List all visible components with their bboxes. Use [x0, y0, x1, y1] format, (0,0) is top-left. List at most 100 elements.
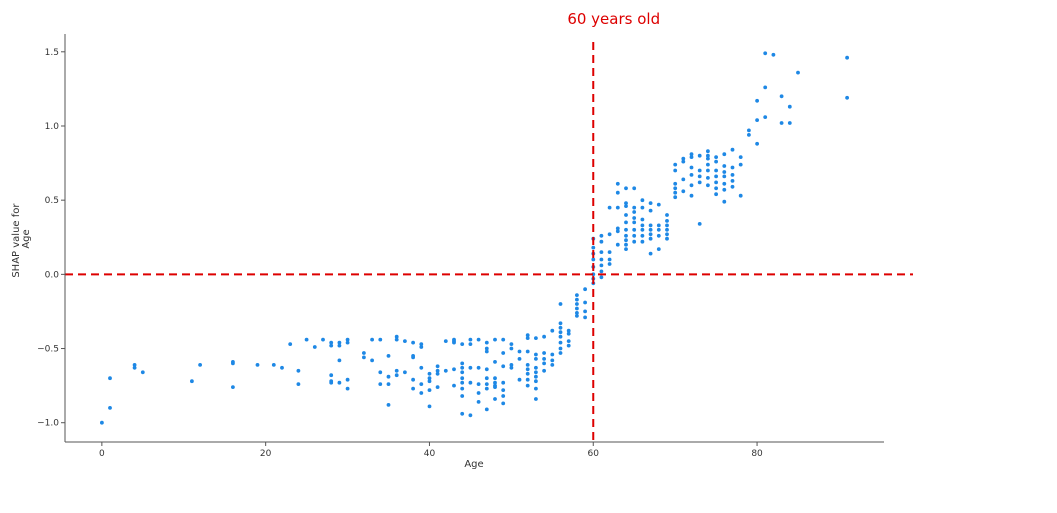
data-point [558, 351, 563, 355]
data-point [501, 380, 506, 385]
data-point [427, 404, 432, 409]
data-point [640, 223, 645, 228]
data-point [607, 232, 612, 237]
data-point [640, 205, 645, 210]
data-point [575, 293, 579, 297]
data-point [632, 220, 637, 225]
data-point [427, 376, 432, 381]
data-point [394, 334, 399, 339]
data-point [435, 364, 440, 369]
data-point [337, 343, 342, 348]
data-point [484, 386, 489, 391]
data-point [632, 227, 637, 232]
data-point [525, 336, 530, 340]
data-point [108, 406, 112, 410]
data-point [501, 388, 506, 392]
data-point [648, 201, 653, 206]
data-point [787, 104, 792, 109]
data-point [648, 251, 653, 256]
data-point [411, 340, 415, 345]
data-point [509, 342, 514, 346]
data-point [640, 217, 645, 222]
data-point [542, 368, 546, 373]
data-point [665, 227, 669, 232]
data-point [525, 371, 530, 376]
data-point [337, 358, 342, 363]
reference-lines [65, 42, 913, 442]
data-point [517, 357, 522, 361]
data-point [386, 354, 391, 358]
data-point [190, 379, 194, 384]
data-point [722, 170, 727, 174]
data-point [640, 239, 645, 244]
data-point [411, 386, 415, 391]
data-point [656, 202, 661, 207]
data-point [493, 385, 497, 389]
data-point [501, 364, 506, 369]
data-point [337, 340, 342, 345]
data-point [394, 373, 399, 378]
data-point [558, 334, 563, 339]
data-point [599, 263, 604, 268]
data-point [624, 220, 628, 225]
data-point [575, 314, 579, 318]
x-tick-label: 20 [260, 449, 272, 459]
data-point [681, 159, 686, 164]
data-point [435, 371, 440, 376]
data-point [624, 227, 628, 232]
data-point [689, 173, 694, 177]
data-point [468, 342, 473, 346]
data-point [697, 180, 702, 185]
data-point [345, 377, 350, 382]
data-point [427, 379, 432, 384]
data-point [697, 168, 702, 173]
data-point [648, 236, 653, 241]
data-point [542, 334, 546, 339]
data-point [542, 357, 546, 361]
data-point [706, 149, 710, 154]
data-point [599, 233, 604, 238]
data-point [370, 358, 374, 363]
data-point [419, 365, 424, 370]
data-point [140, 370, 145, 375]
data-point [550, 328, 555, 333]
data-point [411, 355, 415, 360]
data-point [525, 367, 530, 372]
data-point [394, 368, 399, 373]
data-point [607, 257, 612, 262]
data-point [493, 397, 497, 401]
data-point [706, 156, 710, 161]
data-point [681, 177, 686, 182]
data-point [583, 309, 587, 314]
data-point [362, 355, 366, 360]
data-point [460, 361, 465, 366]
data-point [575, 311, 579, 315]
data-point [796, 70, 800, 75]
data-point [534, 336, 538, 340]
data-point [558, 302, 563, 306]
data-point [534, 365, 538, 370]
data-point [673, 162, 678, 167]
y-axis-label-line-2: Age [21, 229, 32, 248]
data-point [624, 201, 628, 206]
data-point [615, 190, 620, 195]
data-point [607, 262, 612, 266]
data-point [730, 165, 735, 170]
y-axis-label-line-1: SHAP value for [11, 203, 22, 278]
data-point [558, 346, 563, 351]
data-point [689, 183, 694, 188]
data-point [476, 400, 481, 404]
data-point [411, 377, 415, 382]
data-point [329, 340, 334, 345]
x-tick-label: 80 [751, 449, 763, 459]
data-point [452, 383, 456, 388]
data-point [599, 257, 604, 262]
data-point [640, 233, 645, 238]
data-point [534, 379, 538, 384]
data-point [624, 213, 628, 217]
data-point [747, 128, 751, 133]
x-tick-label: 60 [588, 449, 600, 459]
data-point [345, 340, 350, 345]
data-point [673, 181, 678, 186]
data-point [648, 232, 653, 237]
